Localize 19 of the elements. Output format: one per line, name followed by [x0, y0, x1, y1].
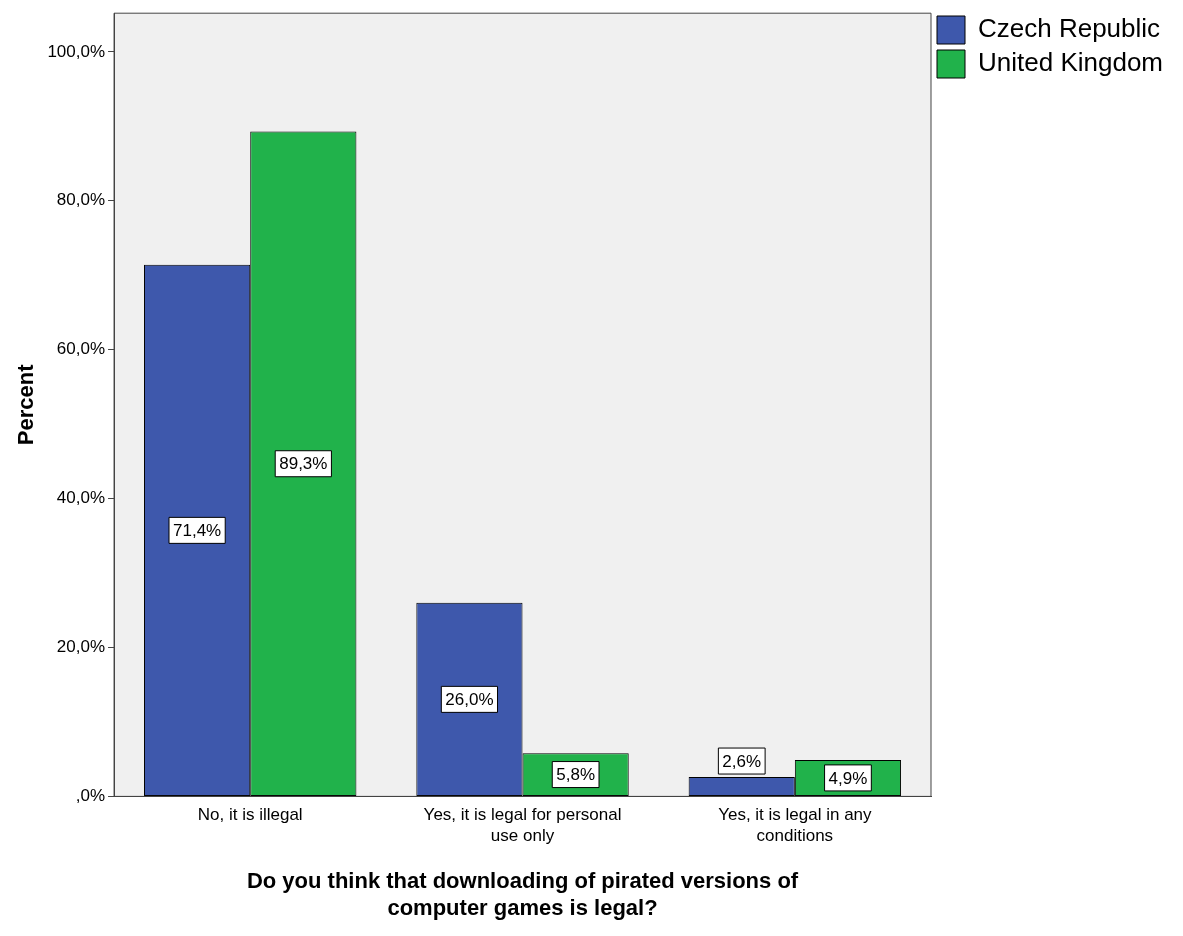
data-label: 2,6% [722, 751, 762, 771]
data-label: 89,3% [279, 454, 328, 474]
x-tick-label: No, it is illegal [197, 805, 303, 825]
x-tick-label: Yes, it is legal for personal use only [423, 805, 622, 845]
x-axis-title: Do you think that downloading of pirated versions of computer games is legal? [246, 868, 799, 920]
data-label: 4,9% [828, 768, 868, 788]
y-tick-label: 20,0% [56, 637, 106, 657]
y-tick-label: 40,0% [56, 488, 106, 508]
data-label: 5,8% [556, 765, 596, 785]
data-label: 71,4% [173, 521, 222, 541]
y-tick-label: 100,0% [47, 41, 106, 61]
legend-label: Czech Republic [978, 13, 1161, 44]
y-tick-label: 60,0% [56, 339, 106, 359]
y-tick-label: ,0% [75, 786, 106, 806]
y-axis-title: Percent [13, 363, 39, 446]
y-tick-label: 80,0% [56, 190, 106, 210]
x-tick-label: Yes, it is legal in any conditions [718, 805, 873, 845]
legend-label: United Kingdom [978, 47, 1163, 78]
data-label: 26,0% [445, 690, 494, 710]
